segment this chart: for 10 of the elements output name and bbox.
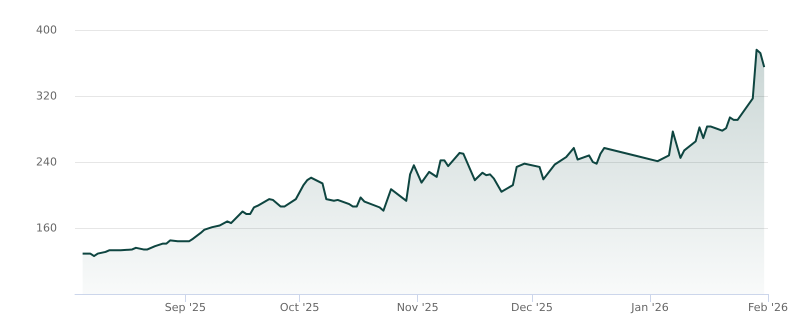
x-tick-label: Feb '26 <box>748 301 788 314</box>
y-tick-label: 160 <box>36 222 57 234</box>
x-tick-label: Dec '25 <box>511 301 553 314</box>
x-tick-label: Nov '25 <box>396 301 439 314</box>
x-tick-label: Sep '25 <box>164 301 206 314</box>
y-tick-label: 240 <box>36 156 57 168</box>
y-tick-label: 400 <box>36 24 57 36</box>
y-tick-label: 320 <box>36 90 57 102</box>
x-tick-label: Oct '25 <box>280 301 320 314</box>
x-tick-label: Jan '26 <box>630 301 669 314</box>
